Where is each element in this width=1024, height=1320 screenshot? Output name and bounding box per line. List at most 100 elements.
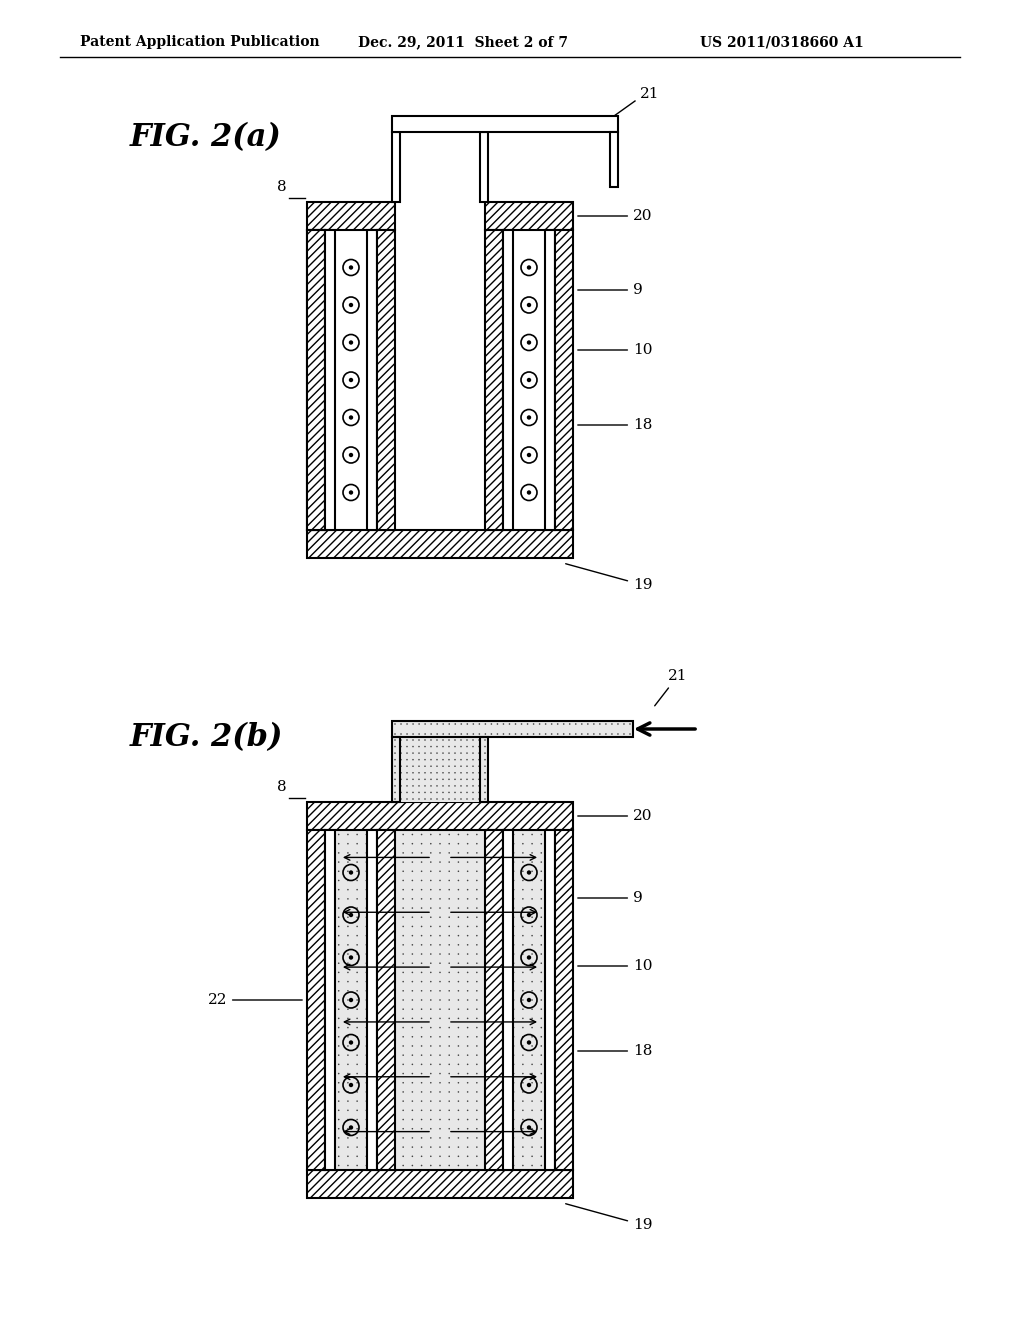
Circle shape: [484, 739, 485, 741]
Circle shape: [541, 944, 542, 945]
Circle shape: [421, 907, 422, 909]
Circle shape: [442, 739, 443, 741]
Circle shape: [424, 799, 426, 800]
Circle shape: [402, 1018, 403, 1019]
Circle shape: [412, 1055, 413, 1056]
Circle shape: [550, 1055, 551, 1056]
Circle shape: [338, 972, 340, 973]
Circle shape: [455, 766, 456, 767]
Circle shape: [504, 898, 505, 900]
Circle shape: [476, 1082, 477, 1084]
Circle shape: [485, 962, 486, 964]
Circle shape: [366, 1027, 368, 1028]
Circle shape: [375, 999, 377, 1001]
Circle shape: [466, 752, 468, 754]
Circle shape: [449, 766, 450, 767]
Circle shape: [467, 733, 468, 735]
Circle shape: [550, 907, 551, 909]
Circle shape: [375, 1155, 377, 1158]
Circle shape: [449, 785, 450, 787]
Circle shape: [347, 861, 349, 863]
Circle shape: [384, 944, 386, 945]
Circle shape: [413, 785, 414, 787]
Circle shape: [384, 1127, 386, 1130]
Circle shape: [504, 1092, 505, 1093]
Circle shape: [467, 898, 468, 900]
Circle shape: [400, 766, 401, 767]
Circle shape: [347, 1073, 349, 1074]
Circle shape: [455, 746, 456, 747]
Circle shape: [541, 1073, 542, 1074]
Circle shape: [541, 962, 542, 964]
Circle shape: [393, 1008, 395, 1010]
Circle shape: [485, 1008, 486, 1010]
Circle shape: [449, 953, 450, 954]
Circle shape: [393, 1045, 395, 1047]
Circle shape: [497, 733, 499, 735]
Circle shape: [472, 746, 474, 747]
Circle shape: [476, 1155, 477, 1158]
Circle shape: [541, 953, 542, 954]
Circle shape: [541, 907, 542, 909]
Circle shape: [430, 739, 432, 741]
Circle shape: [449, 1127, 450, 1130]
Circle shape: [449, 861, 450, 863]
Circle shape: [541, 1101, 542, 1102]
Circle shape: [449, 792, 450, 793]
Circle shape: [402, 1036, 403, 1038]
Circle shape: [531, 1155, 532, 1158]
Circle shape: [513, 834, 514, 836]
Circle shape: [458, 898, 459, 900]
Circle shape: [478, 739, 480, 741]
Circle shape: [402, 907, 403, 909]
Circle shape: [421, 1008, 422, 1010]
Circle shape: [400, 792, 401, 793]
Circle shape: [393, 1036, 395, 1038]
Circle shape: [375, 1101, 377, 1102]
Bar: [485, 202, 573, 230]
Circle shape: [526, 733, 528, 735]
Circle shape: [550, 962, 551, 964]
Circle shape: [393, 898, 395, 900]
Circle shape: [476, 944, 477, 945]
Circle shape: [439, 1137, 440, 1139]
Circle shape: [421, 1055, 422, 1056]
Circle shape: [574, 723, 577, 725]
Text: 18: 18: [578, 1044, 652, 1059]
Circle shape: [329, 1055, 331, 1056]
Circle shape: [458, 843, 459, 845]
Circle shape: [458, 1018, 459, 1019]
Circle shape: [541, 1018, 542, 1019]
Bar: [545, 830, 555, 1170]
Circle shape: [526, 870, 531, 875]
Circle shape: [522, 879, 523, 882]
Circle shape: [375, 1008, 377, 1010]
Circle shape: [338, 1101, 340, 1102]
Circle shape: [356, 870, 358, 873]
Circle shape: [593, 733, 595, 735]
Circle shape: [484, 779, 485, 780]
Circle shape: [478, 759, 480, 760]
Circle shape: [338, 898, 340, 900]
Circle shape: [449, 1064, 450, 1065]
Bar: [392, 132, 400, 202]
Circle shape: [458, 999, 459, 1001]
Circle shape: [504, 1018, 505, 1019]
Circle shape: [400, 799, 401, 800]
Circle shape: [439, 1008, 440, 1010]
Circle shape: [531, 1137, 532, 1139]
Circle shape: [513, 925, 514, 927]
Circle shape: [402, 834, 403, 836]
Circle shape: [442, 799, 443, 800]
Bar: [392, 737, 488, 803]
Circle shape: [421, 879, 422, 882]
Circle shape: [430, 853, 431, 854]
Circle shape: [375, 1064, 377, 1065]
Circle shape: [513, 853, 514, 854]
Circle shape: [466, 779, 468, 780]
Circle shape: [550, 1064, 551, 1065]
Circle shape: [384, 1018, 386, 1019]
Circle shape: [430, 1073, 431, 1074]
Circle shape: [513, 1082, 514, 1084]
Circle shape: [430, 898, 431, 900]
